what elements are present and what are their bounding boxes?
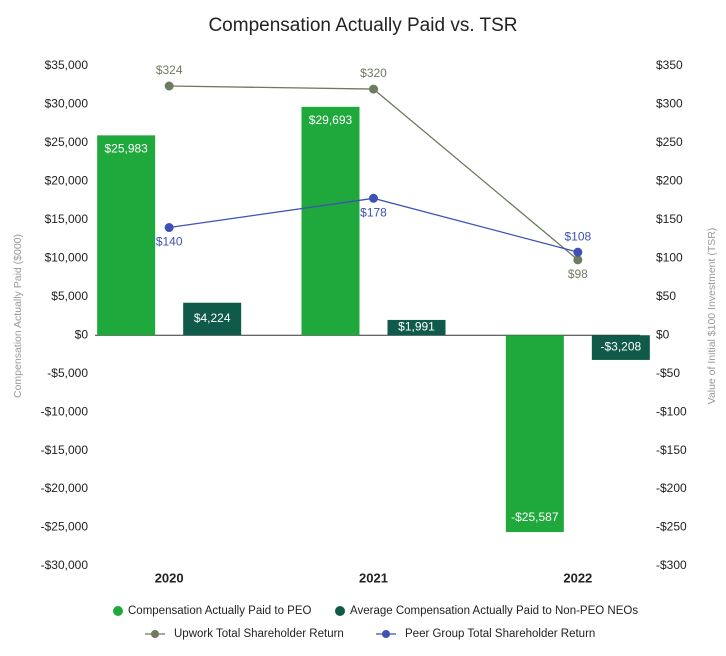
bar	[97, 135, 156, 336]
chart-title: Compensation Actually Paid vs. TSR	[208, 15, 517, 36]
bar-label: $4,224	[194, 311, 231, 325]
y2-tick-label: $150	[656, 212, 683, 226]
y-axis-title: Compensation Actually Paid ($000)	[12, 234, 24, 398]
y2-tick-label: $300	[656, 97, 683, 111]
point-label: $140	[156, 235, 183, 249]
y2-tick-label: $0	[656, 327, 670, 341]
bar-label: -$3,208	[600, 340, 641, 354]
point	[369, 84, 378, 94]
y2-tick-label: $350	[656, 58, 683, 72]
bar	[591, 335, 650, 360]
x-tick-label: 2021	[359, 570, 388, 585]
y2-tick-label: $200	[656, 174, 683, 188]
y-tick-label: $10,000	[45, 250, 89, 264]
y2-axis-title: Value of Initial $100 Investment (TSR)	[706, 228, 718, 405]
y-tick-label: $20,000	[45, 174, 89, 188]
y-tick-label: -$25,000	[41, 520, 89, 534]
legend-label: Peer Group Total Shareholder Return	[405, 628, 595, 640]
y2-tick-label: -$250	[656, 520, 687, 534]
bar-label: $1,991	[398, 320, 435, 334]
point-label: $108	[564, 229, 591, 243]
point-label: $98	[568, 267, 588, 281]
y2-tick-label: -$150	[656, 443, 687, 457]
point	[164, 223, 174, 233]
point	[164, 81, 174, 91]
y-tick-label: -$15,000	[41, 443, 89, 457]
point	[573, 247, 583, 257]
legend-marker	[151, 630, 159, 638]
y-tick-label: $15,000	[45, 212, 89, 226]
bar	[387, 319, 446, 336]
y2-tick-label: -$100	[656, 404, 687, 418]
legend-marker	[335, 606, 345, 616]
y-tick-label: $35,000	[45, 58, 89, 72]
y-tick-label: $5,000	[51, 289, 88, 303]
legend-marker	[113, 606, 123, 616]
legend-marker	[382, 630, 390, 638]
bar-label: $29,693	[309, 113, 353, 127]
x-tick-label: 2020	[155, 570, 184, 585]
y2-tick-label: -$300	[656, 558, 687, 572]
y2-tick-label: $100	[656, 250, 683, 264]
legend-label: Average Compensation Actually Paid to No…	[350, 605, 638, 617]
point-label: $324	[156, 63, 183, 77]
bar-label: $25,983	[104, 142, 148, 156]
y-tick-label: -$20,000	[41, 481, 89, 495]
bar	[505, 335, 564, 533]
legend-label: Upwork Total Shareholder Return	[174, 628, 344, 640]
point-label: $320	[360, 66, 387, 80]
point	[369, 193, 378, 203]
y2-tick-label: $50	[656, 289, 676, 303]
y-tick-label: $30,000	[45, 97, 89, 111]
legend-label: Compensation Actually Paid to PEO	[128, 605, 312, 617]
y-tick-label: $0	[75, 327, 89, 341]
point	[573, 255, 583, 265]
y2-tick-label: -$50	[656, 366, 680, 380]
y-tick-label: -$10,000	[41, 404, 89, 418]
point-label: $178	[360, 205, 387, 219]
y2-tick-label: $250	[656, 135, 683, 149]
bar	[183, 302, 242, 336]
y-tick-label: -$30,000	[41, 558, 89, 572]
y2-tick-label: -$200	[656, 481, 687, 495]
x-tick-label: 2022	[563, 570, 592, 585]
bar-label: -$25,587	[511, 510, 559, 524]
y-tick-label: -$5,000	[47, 366, 88, 380]
y-tick-label: $25,000	[45, 135, 89, 149]
bar	[301, 106, 360, 336]
